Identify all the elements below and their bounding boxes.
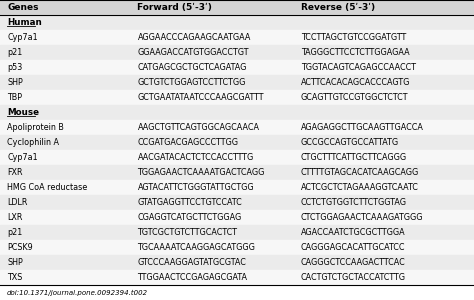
Text: CTCTGGAGAACTCAAAGATGGG: CTCTGGAGAACTCAAAGATGGG bbox=[301, 213, 423, 222]
Bar bbox=[0, 135, 474, 150]
Text: GCAGTTGTCCGTGGCTCTCT: GCAGTTGTCCGTGGCTCTCT bbox=[301, 93, 409, 102]
Text: PCSK9: PCSK9 bbox=[7, 243, 33, 252]
Text: FXR: FXR bbox=[7, 168, 23, 177]
Bar bbox=[0, 15, 474, 30]
Bar bbox=[0, 0, 474, 15]
Text: AACGATACACTCTCCACCTTTG: AACGATACACTCTCCACCTTTG bbox=[137, 153, 254, 162]
Text: ACTCGCTCTAGAAAGGTCAATC: ACTCGCTCTAGAAAGGTCAATC bbox=[301, 183, 419, 192]
Text: CTGCTTTCATTGCTTCAGGG: CTGCTTTCATTGCTTCAGGG bbox=[301, 153, 407, 162]
Text: p53: p53 bbox=[7, 63, 22, 72]
Text: AGTACATTCTGGGTATTGCTGG: AGTACATTCTGGGTATTGCTGG bbox=[137, 183, 254, 192]
Bar bbox=[0, 150, 474, 165]
Text: p21: p21 bbox=[7, 48, 22, 57]
Text: CACTGTCTGCTACCATCTTG: CACTGTCTGCTACCATCTTG bbox=[301, 273, 406, 282]
Bar bbox=[0, 120, 474, 135]
Text: AGACCAATCTGCGCTTGGA: AGACCAATCTGCGCTTGGA bbox=[301, 228, 406, 237]
Bar bbox=[0, 60, 474, 75]
Bar bbox=[0, 105, 474, 120]
Text: Cyp7a1: Cyp7a1 bbox=[7, 153, 38, 162]
Text: Apoliprotein B: Apoliprotein B bbox=[7, 123, 64, 132]
Text: ACTTCACACAGCACCCAGTG: ACTTCACACAGCACCCAGTG bbox=[301, 78, 410, 87]
Text: GCTGTCTGGAGTCCTTCTGG: GCTGTCTGGAGTCCTTCTGG bbox=[137, 78, 246, 87]
Text: Human: Human bbox=[7, 18, 42, 27]
Text: CGAGGTCATGCTTCTGGAG: CGAGGTCATGCTTCTGGAG bbox=[137, 213, 242, 222]
Bar bbox=[0, 45, 474, 60]
Bar bbox=[0, 165, 474, 180]
Text: HMG CoA reductase: HMG CoA reductase bbox=[7, 183, 87, 192]
Text: AAGCTGTTCAGTGGCAGCAACA: AAGCTGTTCAGTGGCAGCAACA bbox=[137, 123, 259, 132]
Text: TAGGGCTTCCTCTTGGAGAA: TAGGGCTTCCTCTTGGAGAA bbox=[301, 48, 410, 57]
Text: Cyclophilin A: Cyclophilin A bbox=[7, 138, 59, 147]
Text: TGGAGAACTCAAAATGACTCAGG: TGGAGAACTCAAAATGACTCAGG bbox=[137, 168, 265, 177]
Bar bbox=[0, 210, 474, 225]
Text: CAGGGAGCACATTGCATCC: CAGGGAGCACATTGCATCC bbox=[301, 243, 405, 252]
Text: LDLR: LDLR bbox=[7, 198, 27, 207]
Text: GTCCCAAGGAGTATGCGTAC: GTCCCAAGGAGTATGCGTAC bbox=[137, 258, 246, 267]
Text: SHP: SHP bbox=[7, 78, 23, 87]
Text: GGAAGACCATGTGGACCTGT: GGAAGACCATGTGGACCTGT bbox=[137, 48, 249, 57]
Text: CCGATGACGAGCCCTTGG: CCGATGACGAGCCCTTGG bbox=[137, 138, 238, 147]
Text: Genes: Genes bbox=[7, 3, 38, 12]
Text: Cyp7a1: Cyp7a1 bbox=[7, 33, 38, 42]
Text: SHP: SHP bbox=[7, 258, 23, 267]
Text: Mouse: Mouse bbox=[7, 108, 39, 117]
Text: CATGAGCGCTGCTCAGATAG: CATGAGCGCTGCTCAGATAG bbox=[137, 63, 247, 72]
Text: p21: p21 bbox=[7, 228, 22, 237]
Text: TGGTACAGTCAGAGCCAACCT: TGGTACAGTCAGAGCCAACCT bbox=[301, 63, 416, 72]
Bar bbox=[0, 195, 474, 210]
Bar bbox=[0, 270, 474, 285]
Text: CTTTTGTAGCACATCAAGCAGG: CTTTTGTAGCACATCAAGCAGG bbox=[301, 168, 419, 177]
Text: CCTCTGTGGTCTTCTGGTAG: CCTCTGTGGTCTTCTGGTAG bbox=[301, 198, 407, 207]
Text: doi:10.1371/journal.pone.0092394.t002: doi:10.1371/journal.pone.0092394.t002 bbox=[7, 290, 148, 296]
Text: Reverse (5ʹ-3ʹ): Reverse (5ʹ-3ʹ) bbox=[301, 3, 375, 12]
Text: AGGAACCCAGAAGCAATGAA: AGGAACCCAGAAGCAATGAA bbox=[137, 33, 251, 42]
Text: TTGGAACTCCGAGAGCGATA: TTGGAACTCCGAGAGCGATA bbox=[137, 273, 247, 282]
Bar bbox=[0, 225, 474, 240]
Bar bbox=[0, 240, 474, 255]
Text: TCCTTAGCTGTCCGGATGTT: TCCTTAGCTGTCCGGATGTT bbox=[301, 33, 406, 42]
Text: LXR: LXR bbox=[7, 213, 22, 222]
Text: TBP: TBP bbox=[7, 93, 22, 102]
Bar bbox=[0, 75, 474, 90]
Text: Forward (5ʹ-3ʹ): Forward (5ʹ-3ʹ) bbox=[137, 3, 212, 12]
Text: TGTCGCTGTCTTGCACTCT: TGTCGCTGTCTTGCACTCT bbox=[137, 228, 237, 237]
Text: GCCGCCAGTGCCATTATG: GCCGCCAGTGCCATTATG bbox=[301, 138, 399, 147]
Bar bbox=[0, 30, 474, 45]
Bar bbox=[0, 255, 474, 270]
Text: TGCAAAATCAAGGAGCATGGG: TGCAAAATCAAGGAGCATGGG bbox=[137, 243, 255, 252]
Text: CAGGGCTCCAAGACTTCAC: CAGGGCTCCAAGACTTCAC bbox=[301, 258, 406, 267]
Text: TXS: TXS bbox=[7, 273, 22, 282]
Bar bbox=[0, 180, 474, 195]
Text: GTATGAGGTTCCTGTCCATC: GTATGAGGTTCCTGTCCATC bbox=[137, 198, 242, 207]
Bar bbox=[0, 285, 474, 300]
Bar bbox=[0, 90, 474, 105]
Text: GCTGAATATAATCCCAAGCGATTT: GCTGAATATAATCCCAAGCGATTT bbox=[137, 93, 264, 102]
Text: AGAGAGGCTTGCAAGTTGACCA: AGAGAGGCTTGCAAGTTGACCA bbox=[301, 123, 424, 132]
